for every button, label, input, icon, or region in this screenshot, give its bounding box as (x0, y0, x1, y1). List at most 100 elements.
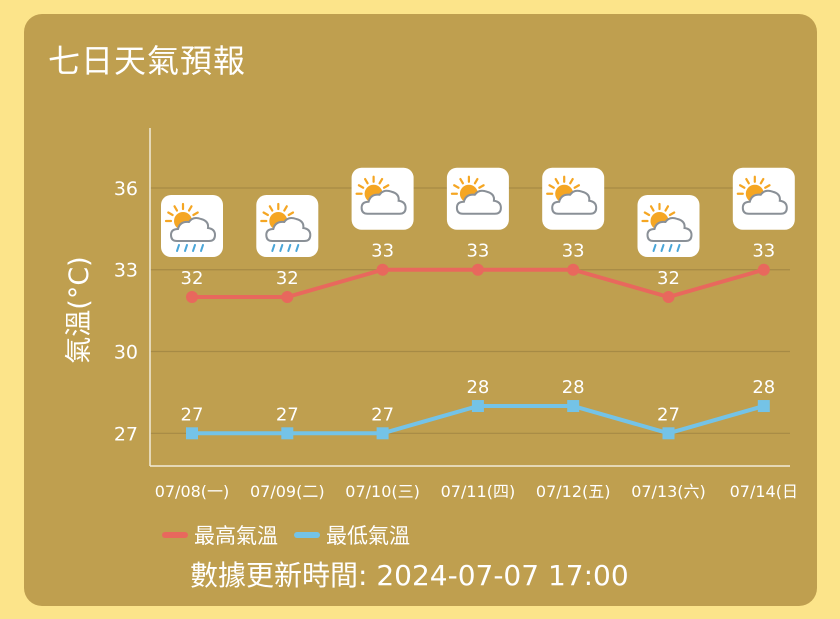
sun-cloud-rain-icon (256, 195, 319, 257)
data-label-low: 27 (371, 404, 394, 425)
sun-ray (173, 205, 179, 212)
legend: 最高氣溫 最低氣溫 (162, 520, 426, 550)
sun-cloud-icon (542, 167, 605, 230)
legend-label-high: 最高氣溫 (194, 524, 278, 548)
sun-ray (283, 205, 288, 212)
y-tick-label: 33 (114, 260, 138, 282)
data-point-high (567, 263, 580, 276)
rain-drop (192, 244, 196, 252)
rain-drop (652, 244, 657, 252)
x-tick-label: 07/09(二) (250, 482, 325, 501)
sun-ray (357, 184, 365, 189)
rain-drop (668, 244, 673, 252)
sun-ray (569, 177, 574, 185)
y-tick-label: 27 (114, 423, 138, 445)
x-tick-label: 07/08(一) (155, 482, 230, 501)
legend-swatch-low (294, 532, 320, 538)
data-label-high: 33 (752, 241, 775, 262)
data-label-low: 27 (276, 404, 299, 425)
sun-ray (738, 184, 746, 189)
card-title: 七日天氣預報 (48, 42, 247, 80)
sun-ray (364, 177, 369, 185)
rain-drop (176, 244, 180, 252)
sun-ray (453, 184, 460, 189)
data-label-low: 27 (657, 404, 680, 425)
sun-cloud-icon (446, 167, 509, 230)
rain-drop (271, 244, 276, 252)
sun-ray (478, 184, 485, 189)
sun-ray (287, 211, 295, 217)
rain-drop (287, 244, 292, 252)
data-point-high (471, 263, 484, 276)
rain-drop (279, 244, 284, 252)
sun-cloud-rain-icon (637, 195, 700, 257)
data-point-low (281, 427, 294, 440)
cloud (646, 217, 693, 242)
x-tick-label: 07/10(三) (345, 482, 420, 501)
data-label-high: 32 (276, 268, 299, 289)
data-point-high (757, 263, 770, 276)
data-point-low (376, 427, 389, 440)
cloud (360, 189, 407, 215)
sun-ray (573, 184, 581, 189)
rain-drop (184, 244, 188, 252)
data-label-high: 32 (181, 268, 204, 289)
data-label-low: 28 (466, 377, 489, 398)
sun-ray (548, 184, 555, 189)
forecast-card (24, 14, 817, 606)
sun-ray (459, 177, 464, 185)
cloud (741, 189, 788, 215)
legend-swatch-high (162, 532, 188, 538)
legend-item-low[interactable]: 最低氣溫 (294, 520, 410, 550)
data-point-low (662, 427, 675, 440)
sun-ray (187, 205, 193, 212)
sun-cloud-icon (732, 167, 795, 230)
data-point-low (186, 427, 198, 440)
sun-ray (382, 184, 390, 189)
data-point-high (662, 291, 675, 303)
sun-ray (192, 211, 199, 217)
data-label-low: 28 (562, 377, 585, 398)
cloud (169, 217, 217, 242)
legend-label-low: 最低氣溫 (326, 524, 410, 548)
data-label-low: 27 (181, 404, 204, 425)
y-tick-label: 30 (114, 342, 138, 364)
sun-ray (378, 177, 384, 185)
update-time: 數據更新時間: 2024-07-07 17:00 (190, 559, 629, 592)
sun-cloud-rain-icon (161, 195, 223, 257)
cloud (455, 189, 502, 215)
data-point-high (186, 291, 198, 303)
rain-drop (676, 244, 681, 252)
x-tick-label: 07/11(四) (441, 482, 516, 501)
data-label-high: 33 (466, 241, 489, 262)
sun-cloud-icon (351, 167, 414, 230)
x-tick-label: 07/14(日 (730, 482, 798, 501)
rain-drop (660, 244, 665, 252)
sun-ray (649, 205, 655, 212)
sun-ray (664, 205, 670, 212)
sun-ray (262, 211, 270, 217)
rain-drop (200, 244, 204, 252)
x-tick-label: 07/13(六) (631, 482, 706, 501)
legend-item-high[interactable]: 最高氣溫 (162, 520, 278, 550)
sun-ray (764, 184, 771, 189)
x-tick-label: 07/12(五) (536, 482, 611, 501)
data-point-low (567, 400, 580, 413)
rain-drop (295, 244, 300, 252)
sun-ray (167, 211, 174, 217)
data-label-low: 28 (752, 377, 775, 398)
data-point-low (471, 400, 484, 413)
sun-ray (643, 211, 651, 217)
data-label-high: 33 (371, 241, 394, 262)
sun-ray (759, 177, 765, 185)
sun-ray (745, 177, 750, 185)
cloud (551, 189, 598, 215)
data-point-high (376, 263, 389, 276)
sun-ray (268, 205, 274, 212)
cloud (265, 217, 312, 242)
sun-ray (473, 177, 479, 185)
data-label-high: 33 (562, 241, 585, 262)
sun-ray (554, 177, 560, 185)
data-point-high (281, 291, 294, 303)
